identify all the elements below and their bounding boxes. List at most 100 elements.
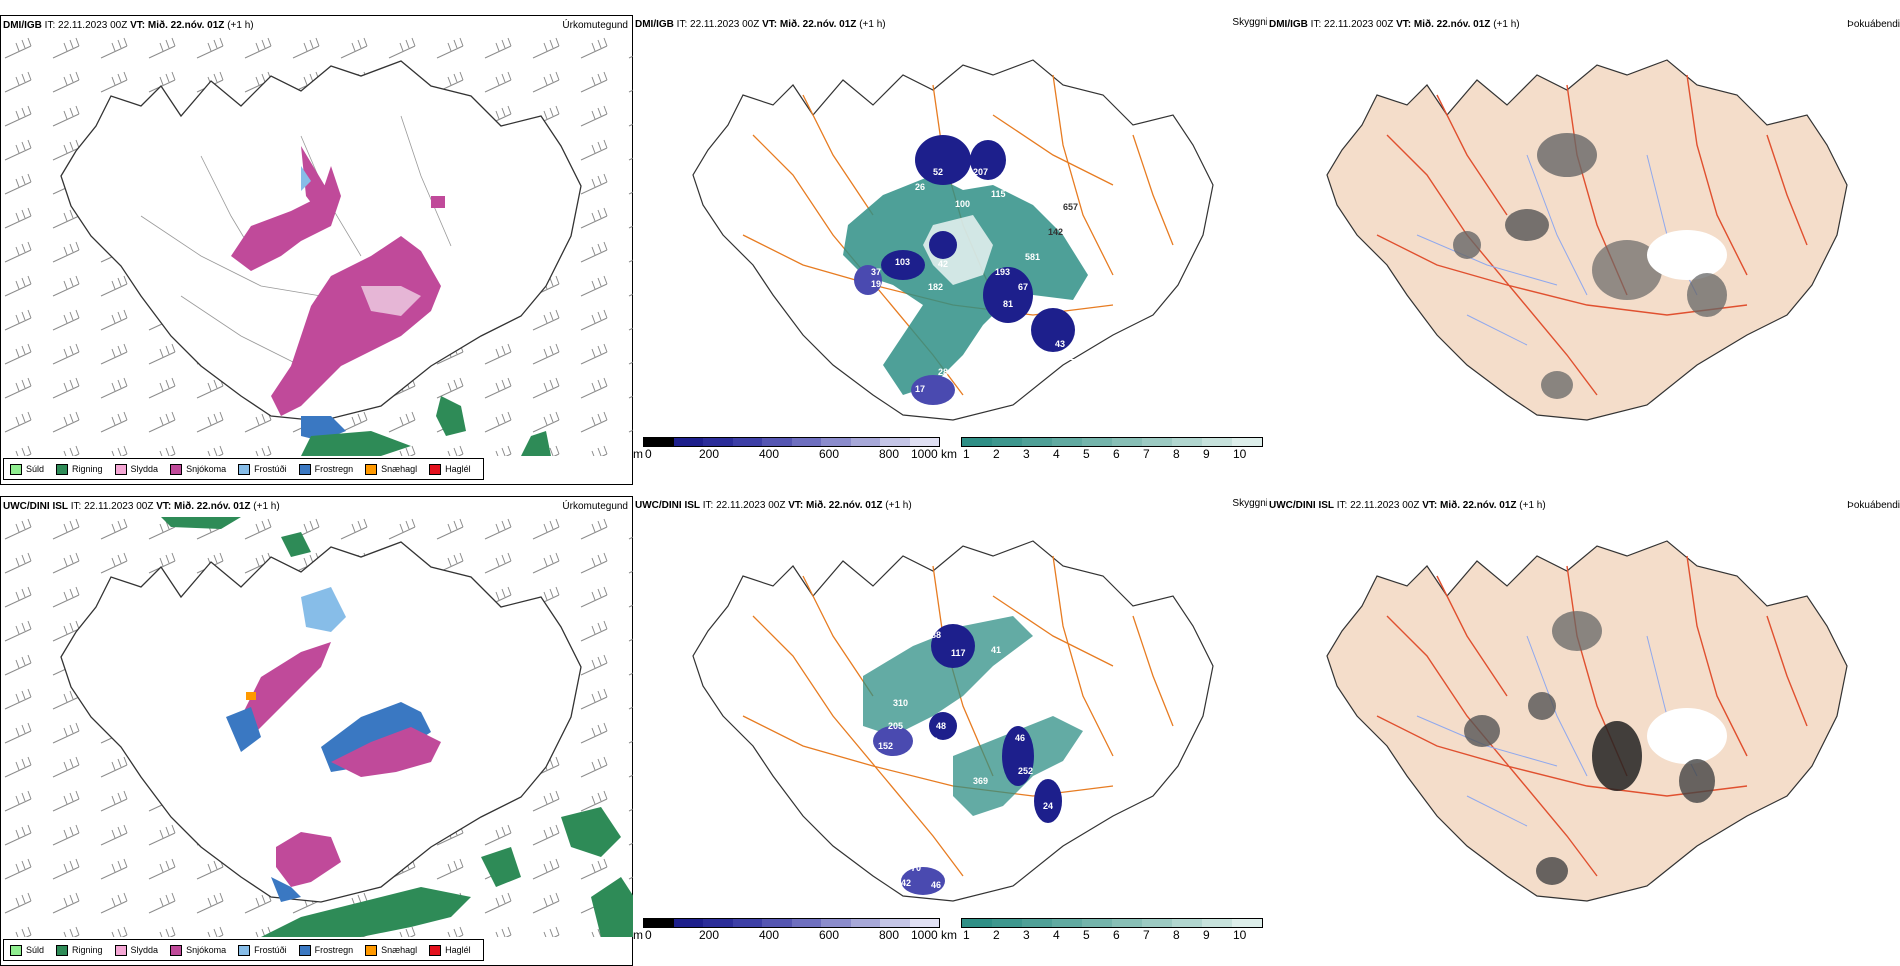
fog-panel-top: DMI/IGB IT: 22.11.2023 00Z VT: Mið. 22.n…: [1267, 15, 1900, 485]
vis-value: 28: [938, 367, 948, 377]
vis-value: 26: [915, 182, 925, 192]
vis-value: 207: [973, 167, 988, 177]
iceland-outline: [60, 60, 582, 422]
vis-value: 182: [928, 282, 943, 292]
vis-value: 117: [951, 648, 966, 658]
legend-swatch: [10, 944, 22, 956]
legend-item: Súld: [10, 463, 44, 475]
legend-swatch: [56, 463, 69, 475]
legend-swatch: [298, 463, 311, 475]
precip-type-panel-top: DMI/IGB IT: 22.11.2023 00Z VT: Mið. 22.n…: [0, 15, 634, 485]
legend-item: Snæhagl: [365, 463, 417, 475]
legend-item: Snjókoma: [170, 944, 226, 956]
vis-value: 42: [938, 259, 948, 269]
vis-value: 657: [1063, 202, 1078, 212]
vis-colorbar-m: m 0 200 400 600 800 1000: [633, 437, 940, 475]
vis-value: 81: [991, 723, 1001, 733]
legend-item: Rigning: [56, 944, 103, 956]
snow-area: [231, 166, 341, 271]
colorbar-strip: [961, 918, 1263, 928]
visibility-panel-top: DMI/IGB IT: 22.11.2023 00Z VT: Mið. 22.n…: [633, 15, 1268, 485]
legend-item: Haglél: [429, 463, 471, 475]
vis-value: 42: [1065, 352, 1075, 362]
vis-value: 52: [933, 167, 943, 177]
vis-value: 103: [923, 736, 938, 746]
legend-swatch: [238, 944, 251, 956]
vis-value: 46: [1015, 733, 1025, 743]
colorbar-unit: km: [941, 928, 957, 942]
vis-value: 103: [895, 257, 910, 267]
panel-header: UWC/DINI ISL IT: 22.11.2023 00Z VT: Mið.…: [1269, 500, 1546, 511]
vis-value: 306: [895, 297, 910, 307]
legend-item: Frostregn: [298, 463, 353, 475]
vis-value: 193: [995, 267, 1010, 277]
legend-item: Slydda: [114, 944, 158, 956]
legend-swatch: [170, 944, 183, 956]
vis-value: 37: [871, 267, 881, 277]
vis-value: 369: [973, 776, 988, 786]
legend-item: Snæhagl: [365, 944, 417, 956]
vis-value: 46: [931, 880, 941, 890]
panel-title: Þokuábendi: [1847, 19, 1900, 30]
colorbar-unit: m: [633, 447, 643, 461]
visibility-panel-bottom: UWC/DINI ISL IT: 22.11.2023 00Z VT: Mið.…: [633, 496, 1268, 966]
legend-swatch: [429, 944, 442, 956]
legend-item: Frostregn: [298, 944, 353, 956]
colorbar-strip: [643, 437, 940, 447]
panel-title: Skyggni: [1232, 17, 1268, 28]
panel-header: DMI/IGB IT: 22.11.2023 00Z VT: Mið. 22.n…: [3, 20, 254, 31]
panel-title: Úrkomutegund: [562, 20, 628, 31]
legend-swatch: [114, 463, 127, 475]
precip-map: [1, 517, 634, 937]
vis-value: 48: [936, 721, 946, 731]
vis-value: 81: [1003, 299, 1013, 309]
legend-swatch: [298, 944, 311, 956]
panel-header: UWC/DINI ISL IT: 22.11.2023 00Z VT: Mið.…: [635, 500, 912, 511]
panel-title: Þokuábendi: [1847, 500, 1900, 511]
vis-value: 19: [871, 279, 881, 289]
vis-value: 43: [1055, 339, 1065, 349]
vis-colorbar-km: km 1 2 3 4 5 6 7 8 9 10: [941, 918, 1266, 956]
vis-value: 115: [991, 189, 1006, 199]
vis-value: 205: [888, 721, 903, 731]
panel-title: Skyggni: [1232, 498, 1268, 509]
vis-value: 152: [878, 741, 893, 751]
visibility-values: 52 207 26 100 115 657 142 581 103 42 193…: [871, 167, 1078, 415]
vis-value: 68: [935, 405, 945, 415]
vis-value: 17: [915, 384, 925, 394]
panel-header: UWC/DINI ISL IT: 22.11.2023 00Z VT: Mið.…: [3, 501, 280, 512]
vis-value: 88: [931, 630, 941, 640]
panel-header: DMI/IGB IT: 22.11.2023 00Z VT: Mið. 22.n…: [635, 19, 886, 30]
vis-colorbar-m: m 0 200 400 600 800 1000: [633, 918, 940, 956]
precip-legend: Súld Rigning Slydda Snjókoma Frostúði Fr…: [3, 939, 484, 961]
legend-item: Snjókoma: [170, 463, 226, 475]
vis-colorbar-km: km 1 2 3 4 5 6 7 8 9 10: [941, 437, 1266, 475]
precip-map: [1, 36, 634, 456]
colorbar-strip: [643, 918, 940, 928]
visibility-map: 88 117 41 310 48 205 152 103 81 46 369 2…: [692, 540, 1214, 902]
fog-panel-bottom: UWC/DINI ISL IT: 22.11.2023 00Z VT: Mið.…: [1267, 496, 1900, 966]
legend-swatch: [365, 944, 378, 956]
legend-swatch: [170, 463, 183, 475]
vis-value: 76: [905, 399, 915, 409]
legend-swatch: [365, 463, 378, 475]
precip-type-panel-bottom: UWC/DINI ISL IT: 22.11.2023 00Z VT: Mið.…: [0, 496, 634, 966]
fog-map: [1326, 540, 1848, 902]
vis-value: 70: [911, 863, 921, 873]
legend-swatch: [10, 463, 22, 475]
legend-item: Haglél: [429, 944, 471, 956]
vis-value: 42: [901, 878, 911, 888]
vis-value: 24: [1043, 801, 1053, 811]
vis-value: 67: [1018, 282, 1028, 292]
panel-title: Úrkomutegund: [562, 501, 628, 512]
legend-swatch: [114, 944, 127, 956]
colorbar-unit: m: [633, 928, 643, 942]
vis-value: 581: [1025, 252, 1040, 262]
legend-swatch: [429, 463, 442, 475]
visibility-values: 88 117 41 310 48 205 152 103 81 46 369 2…: [878, 630, 1053, 890]
legend-item: Súld: [10, 944, 44, 956]
colorbar-strip: [961, 437, 1263, 447]
vis-value: 41: [991, 645, 1001, 655]
legend-item: Frostúði: [238, 944, 287, 956]
precip-legend: Súld Rigning Slydda Snjókoma Frostúði Fr…: [3, 458, 484, 480]
